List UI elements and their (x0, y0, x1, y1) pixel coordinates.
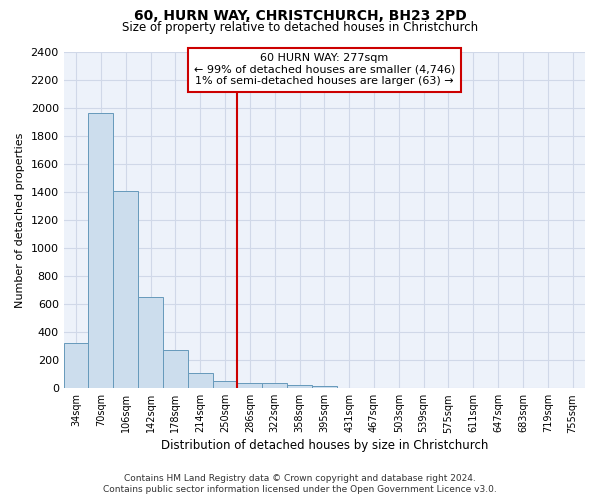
Text: Contains HM Land Registry data © Crown copyright and database right 2024.
Contai: Contains HM Land Registry data © Crown c… (103, 474, 497, 494)
Text: 60 HURN WAY: 277sqm
← 99% of detached houses are smaller (4,746)
1% of semi-deta: 60 HURN WAY: 277sqm ← 99% of detached ho… (194, 53, 455, 86)
Bar (287, 385, 312, 388)
Bar (163, 350, 188, 388)
Bar (88, 113, 113, 388)
Bar (238, 383, 262, 388)
Bar (262, 383, 287, 388)
Text: Size of property relative to detached houses in Christchurch: Size of property relative to detached ho… (122, 22, 478, 35)
Bar (64, 342, 88, 388)
Bar (312, 386, 337, 388)
Bar (113, 191, 138, 388)
X-axis label: Distribution of detached houses by size in Christchurch: Distribution of detached houses by size … (161, 440, 488, 452)
Bar (138, 297, 163, 388)
Y-axis label: Number of detached properties: Number of detached properties (15, 132, 25, 308)
Text: 60, HURN WAY, CHRISTCHURCH, BH23 2PD: 60, HURN WAY, CHRISTCHURCH, BH23 2PD (134, 9, 466, 23)
Bar (212, 381, 238, 388)
Bar (188, 374, 212, 388)
